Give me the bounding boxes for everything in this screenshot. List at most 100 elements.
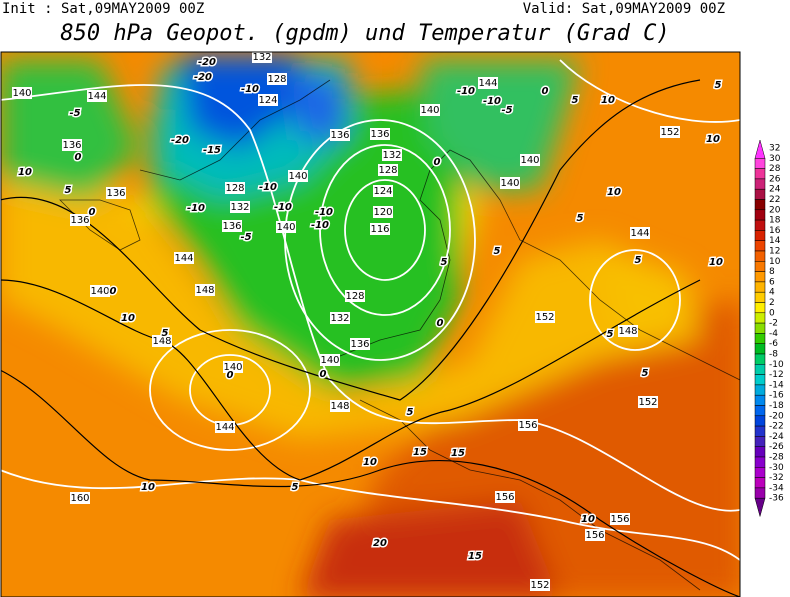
colorbar-swatch xyxy=(754,302,766,314)
colorbar-swatch xyxy=(754,261,766,272)
temperature-label: 0 xyxy=(320,369,327,380)
geopotential-label-box xyxy=(62,139,82,151)
geopotential-label: 144 xyxy=(174,253,193,264)
geopotential-isolines xyxy=(1,59,740,561)
colorbar-label: -24 xyxy=(769,432,784,442)
colorbar-swatch xyxy=(754,312,766,324)
colorbar-swatch xyxy=(754,343,766,355)
geopotential-label: 152 xyxy=(638,397,657,408)
geopotential-label-box xyxy=(320,354,340,366)
geopotential-label: 132 xyxy=(252,52,271,63)
colorbar-label: -28 xyxy=(769,453,784,463)
valid-time: Valid: Sat,09MAY2009 00Z xyxy=(523,1,725,17)
geopotential-label-box xyxy=(518,419,538,431)
temperature-label: -15 xyxy=(203,145,221,156)
geopotential-label-box xyxy=(152,335,172,347)
colorbar-arrow xyxy=(754,497,766,518)
colorbar-label: -30 xyxy=(769,463,784,473)
geopotential-label: 124 xyxy=(373,186,392,197)
temperature-label: 5 xyxy=(642,368,649,379)
colorbar-label: -2 xyxy=(769,319,778,329)
colorbar-swatch xyxy=(754,436,766,447)
geopotential-label-box xyxy=(195,284,215,296)
title: 850 hPa Geopot. (gpdm) und Temperatur (G… xyxy=(60,21,669,46)
temperature-label: 0 xyxy=(437,318,444,329)
geopotential-label-box xyxy=(478,77,498,89)
geopotential-label-box xyxy=(225,182,245,194)
geopotential-label-box xyxy=(230,201,250,213)
colorbar-label: 20 xyxy=(769,205,781,215)
geopotential-label: 136 xyxy=(62,140,81,151)
geopotential-label: 140 xyxy=(500,178,519,189)
colorbar-swatch xyxy=(754,250,766,262)
geopotential-label-box xyxy=(222,220,242,232)
geopotential-label: 140 xyxy=(90,286,109,297)
colorbar-label: -16 xyxy=(769,391,784,401)
temperature-label: 5 xyxy=(577,213,584,224)
geopotential-label: 128 xyxy=(267,74,286,85)
geopotential-label-box xyxy=(174,252,194,264)
geopotential-label-box xyxy=(90,285,110,297)
colorbar-swatch xyxy=(754,467,766,478)
temperature-label: -10 xyxy=(457,86,475,97)
geopotential-label-box xyxy=(495,491,515,503)
colorbar-label: -26 xyxy=(769,442,784,452)
geopotential-label: 140 xyxy=(276,222,295,233)
geopotential-label: 136 xyxy=(106,188,125,199)
temperature-label: -10 xyxy=(311,220,329,231)
temperature-label: 15 xyxy=(413,447,427,458)
temperature-label: 10 xyxy=(607,187,621,198)
temperature-label: -10 xyxy=(241,84,259,95)
temperature-label: -20 xyxy=(194,72,212,83)
geopotential-label-box xyxy=(223,361,243,373)
colorbar-label: 14 xyxy=(769,236,781,246)
geopotential-label-box xyxy=(370,128,390,140)
colorbar-label: -32 xyxy=(769,473,784,483)
colorbar-label: -4 xyxy=(769,329,778,339)
colorbar-swatch xyxy=(754,477,766,489)
colorbar-swatch xyxy=(754,322,766,334)
colorbar: 32302826242220181614121086420-2-4-6-8-10… xyxy=(754,139,784,518)
geopotential-label-box xyxy=(345,290,365,302)
geopotential-label: 128 xyxy=(378,165,397,176)
geopotential-label-box xyxy=(106,187,126,199)
temperature-label: 5 xyxy=(635,255,642,266)
geopotential-label: 120 xyxy=(373,207,392,218)
geopotential-label: 144 xyxy=(478,78,497,89)
temperature-isolines xyxy=(1,79,740,597)
colorbar-label: -12 xyxy=(769,370,784,380)
geopotential-label: 140 xyxy=(320,355,339,366)
geopotential-label-box xyxy=(500,177,520,189)
geopotential-label-box xyxy=(87,90,107,102)
temperature-label: 5 xyxy=(162,328,169,339)
temperature-label: 10 xyxy=(121,313,135,324)
colorbar-label: -10 xyxy=(769,360,784,370)
geopotential-label-box xyxy=(610,513,630,525)
geopotential-label-box xyxy=(638,396,658,408)
geopotential-label: 148 xyxy=(330,401,349,412)
geopotential-label: 160 xyxy=(70,493,89,504)
geopotential-label: 132 xyxy=(382,150,401,161)
geopotential-label-box xyxy=(370,223,390,235)
geopotential-label: 140 xyxy=(288,171,307,182)
geopotential-label: 152 xyxy=(535,312,554,323)
geopotential-label: 140 xyxy=(420,105,439,116)
colorbar-swatch xyxy=(754,219,766,231)
map-frame xyxy=(0,51,741,597)
geopotential-label: 136 xyxy=(70,215,89,226)
geopotential-label-box xyxy=(420,104,440,116)
temperature-label: 15 xyxy=(451,448,465,459)
colorbar-label: 16 xyxy=(769,226,781,236)
temperature-label: 0 xyxy=(542,86,549,97)
coastlines xyxy=(59,79,740,591)
colorbar-swatch xyxy=(754,374,766,386)
colorbar-label: -18 xyxy=(769,401,784,411)
colorbar-swatch xyxy=(754,168,766,180)
colorbar-swatch xyxy=(754,487,766,499)
temperature-label: 5 xyxy=(441,257,448,268)
colorbar-label: 18 xyxy=(769,216,781,226)
temperature-label: 10 xyxy=(581,514,595,525)
geopotential-label: 136 xyxy=(330,130,349,141)
geopotential-label-box xyxy=(12,87,32,99)
geopotential-label-box xyxy=(373,185,393,197)
